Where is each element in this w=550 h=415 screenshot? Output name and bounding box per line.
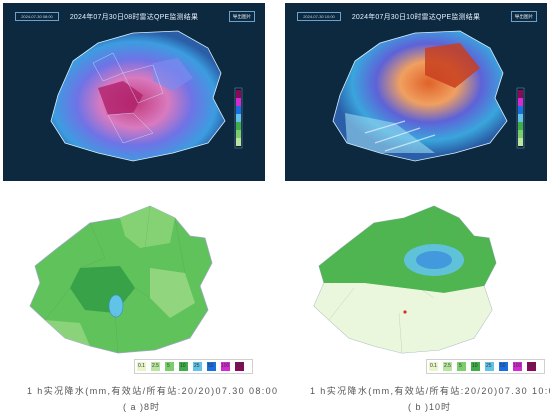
legend-swatch bbox=[179, 362, 188, 371]
legend-label: 2.5 bbox=[152, 363, 159, 369]
radar-title: 2024年07月30日10时雷达QPE监测结果 bbox=[351, 14, 481, 21]
rainfall-legend-10: 0.1 2.5 5 10 25 50 100 250 bbox=[426, 359, 545, 374]
beijing-boundary bbox=[332, 30, 508, 162]
legend-label: 250 bbox=[527, 363, 536, 369]
rainfall-legend-08: 0.1 2.5 5 10 25 50 100 250 bbox=[134, 359, 253, 374]
beijing-boundary bbox=[50, 30, 226, 162]
legend-swatch bbox=[443, 362, 452, 371]
legend-swatch bbox=[221, 362, 230, 371]
heavy-rain-cell bbox=[108, 294, 124, 318]
legend-swatch bbox=[485, 362, 494, 371]
legend-swatch bbox=[513, 362, 522, 371]
export-button[interactable]: 导出图片 bbox=[511, 11, 537, 22]
legend-swatch bbox=[429, 362, 438, 371]
legend-swatch bbox=[207, 362, 216, 371]
legend-swatch bbox=[235, 362, 244, 371]
subfigure-label-a: ( a )8时 bbox=[123, 402, 161, 412]
legend-label: 5 bbox=[459, 363, 462, 369]
legend-label: 10 bbox=[472, 363, 478, 369]
figure-caption-10: 1 h实况降水(mm,有效站/所有站:20/20)07.30 10:00 bbox=[310, 386, 550, 396]
legend-label: 250 bbox=[235, 363, 244, 369]
legend-label: 25 bbox=[486, 363, 492, 369]
legend-label: 2.5 bbox=[444, 363, 451, 369]
radar-map-08 bbox=[3, 3, 265, 181]
legend-swatch bbox=[151, 362, 160, 371]
export-button[interactable]: 导出图片 bbox=[229, 11, 255, 22]
legend-label: 100 bbox=[513, 363, 522, 369]
legend-label: 0.1 bbox=[430, 363, 437, 369]
radar-qpe-panel-10: 2024-07-30 10:00 2024年07月30日10时雷达QPE监测结果… bbox=[285, 3, 547, 181]
legend-swatch bbox=[471, 362, 480, 371]
legend-label: 25 bbox=[194, 363, 200, 369]
radar-time-box[interactable]: 2024-07-30 10:00 bbox=[297, 12, 341, 21]
legend-label: 50 bbox=[208, 363, 214, 369]
legend-label: 0.1 bbox=[138, 363, 145, 369]
legend-swatch bbox=[457, 362, 466, 371]
rainfall-map-08 bbox=[0, 188, 265, 358]
radar-title: 2024年07月30日08时雷达QPE监测结果 bbox=[69, 14, 199, 21]
station-marker bbox=[403, 310, 407, 314]
radar-map-10 bbox=[285, 3, 547, 181]
legend-label: 5 bbox=[167, 363, 170, 369]
legend-swatch bbox=[499, 362, 508, 371]
legend-swatch bbox=[527, 362, 536, 371]
rainfall-map-10 bbox=[284, 188, 549, 358]
legend-label: 10 bbox=[180, 363, 186, 369]
legend-swatch bbox=[193, 362, 202, 371]
radar-time-box[interactable]: 2024-07-30 08:00 bbox=[15, 12, 59, 21]
legend-label: 50 bbox=[500, 363, 506, 369]
legend-swatch bbox=[165, 362, 174, 371]
legend-label: 100 bbox=[221, 363, 230, 369]
radar-qpe-panel-08: 2024-07-30 08:00 2024年07月30日08时雷达QPE监测结果… bbox=[3, 3, 265, 181]
subfigure-label-b: ( b )10时 bbox=[408, 402, 452, 412]
figure-caption-08: 1 h实况降水(mm,有效站/所有站:20/20)07.30 08:00 bbox=[27, 386, 279, 396]
legend-swatch bbox=[137, 362, 146, 371]
